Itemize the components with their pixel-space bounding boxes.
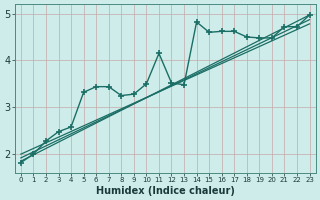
X-axis label: Humidex (Indice chaleur): Humidex (Indice chaleur) (96, 186, 235, 196)
